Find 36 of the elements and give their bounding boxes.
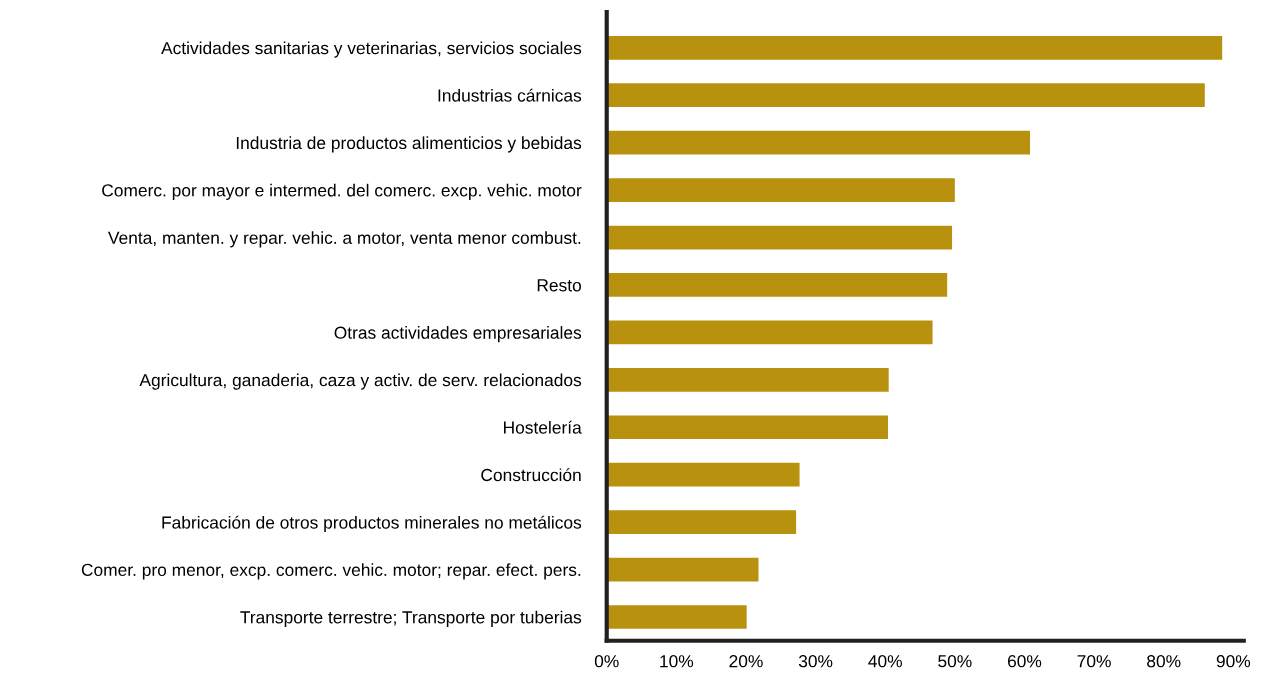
x-tick-label: 50%: [938, 655, 972, 668]
x-tick-label: 90%: [1216, 655, 1251, 668]
y-tick-label: Industria de productos alimenticios y bebidas: [236, 136, 582, 153]
bar: [606, 178, 955, 202]
x-tick-label: 0%: [594, 655, 619, 668]
y-tick-label: Construcción: [481, 468, 581, 482]
x-tick-label: 70%: [1077, 655, 1111, 668]
bar: [606, 83, 1205, 108]
x-tick-label: 80%: [1147, 655, 1181, 668]
y-tick-label: Industrias cárnicas: [438, 88, 582, 102]
bar: [606, 605, 747, 629]
y-tick-label: Fabricación de otros productos minerales no metálicos: [162, 515, 582, 533]
bar: [606, 35, 1223, 60]
bar: [606, 225, 953, 250]
y-tick-label: Comer. pro menor, excp. comerc. vehic. motor; repar. efect. pers.: [81, 563, 581, 580]
x-tick-label: 40%: [868, 655, 902, 668]
y-tick-label: Actividades sanitarias y veterinarias, servicios sociales: [161, 41, 582, 58]
bar: [606, 557, 759, 582]
y-tick-label: Resto: [537, 279, 581, 292]
y-tick-label: Agricultura, ganaderia, caza y activ. de serv. relacionados: [139, 373, 582, 390]
bar: [606, 273, 948, 297]
y-tick-label: Venta, manten. y repar. vehic. a motor, venta menor combust.: [108, 231, 581, 248]
x-tick-label: 60%: [1007, 655, 1042, 668]
bar: [606, 415, 888, 440]
bar: [606, 130, 1031, 155]
bar: [606, 320, 933, 345]
x-tick-label: 20%: [729, 655, 763, 668]
x-tick-label: 10%: [660, 655, 694, 668]
y-tick-label: Hostelería: [504, 420, 582, 434]
y-tick-label: Comerc. por mayor e intermed. del comerc. excp. vehic. motor: [102, 183, 582, 200]
bar: [606, 367, 889, 392]
bar: [606, 510, 797, 534]
y-tick-label: Otras actividades empresariales: [334, 326, 582, 343]
bar: [606, 462, 800, 487]
y-tick-label: Transporte terrestre; Transporte por tuberias: [240, 610, 582, 627]
x-tick-label: 30%: [798, 655, 833, 668]
